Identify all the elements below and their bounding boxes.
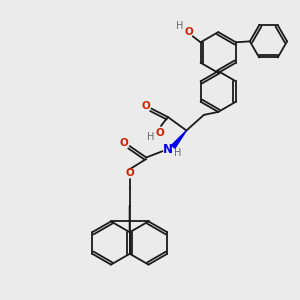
Text: O: O [184,27,193,37]
Text: N: N [163,142,173,156]
Text: O: O [120,138,129,148]
Text: H: H [176,21,183,32]
Text: O: O [142,100,150,111]
Text: H: H [147,132,155,142]
Text: O: O [125,168,134,178]
Polygon shape [172,130,187,148]
Text: H: H [174,148,181,158]
Text: O: O [155,128,164,138]
